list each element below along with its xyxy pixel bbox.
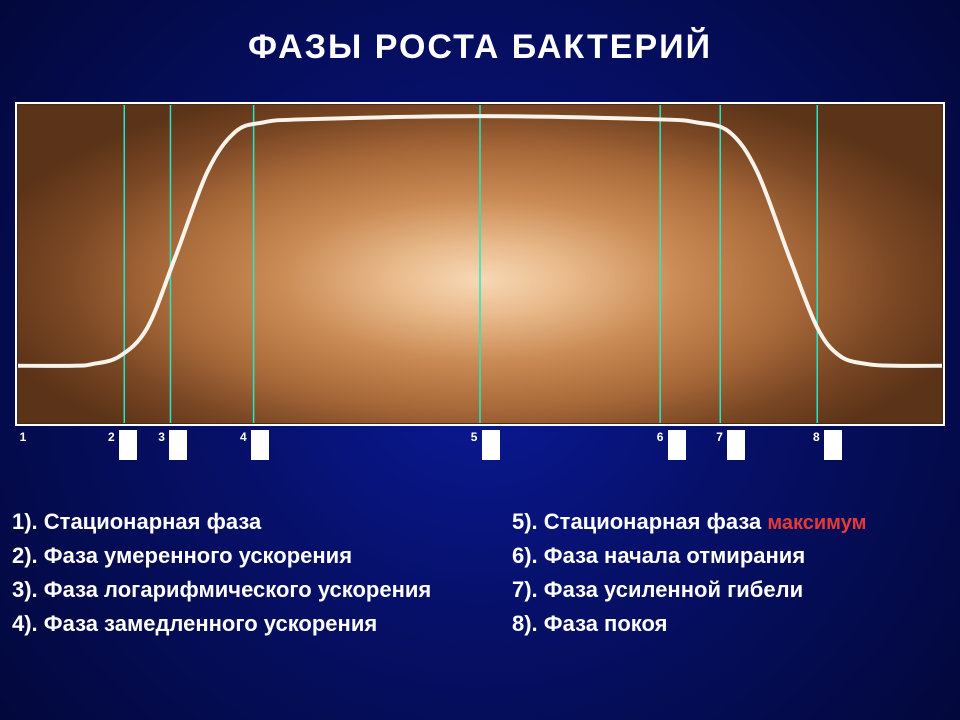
legend-item: 5). Стационарная фаза максимум [512,505,942,539]
axis-box [727,430,745,460]
legend: 1). Стационарная фаза2). Фаза умеренного… [12,505,952,641]
slide: ФАЗЫ РОСТА БАКТЕРИЙ 1 2 3 4 5 6 7 8 1). Стацион… [0,0,960,720]
axis-box [824,430,842,460]
axis-box [482,430,500,460]
legend-item: 2). Фаза умеренного ускорения [12,539,512,573]
legend-item: 6). Фаза начала отмирания [512,539,942,573]
axis-number: 8 [813,430,820,444]
legend-item: 1). Стационарная фаза [12,505,512,539]
legend-item: 8). Фаза покоя [512,607,942,641]
legend-left-col: 1). Стационарная фаза2). Фаза умеренного… [12,505,512,641]
axis-number: 4 [240,430,247,444]
legend-right-col: 5). Стационарная фаза максимум 6). Фаза … [512,505,942,641]
chart-plot-area [17,104,943,424]
axis-number: 5 [471,430,478,444]
axis-number: 3 [158,430,165,444]
axis-number: 6 [657,430,664,444]
growth-curve-svg [18,105,942,423]
legend-item: 4). Фаза замедленного ускорения [12,607,512,641]
axis-box [119,430,137,460]
phase-axis-marks: 1 2 3 4 5 6 7 8 [15,428,945,476]
axis-box [668,430,686,460]
axis-number: 2 [108,430,115,444]
chart-frame [15,102,945,426]
axis-number: 7 [716,430,723,444]
phase-dividers [124,105,817,423]
page-title: ФАЗЫ РОСТА БАКТЕРИЙ [0,28,960,67]
axis-box [251,430,269,460]
axis-box [169,430,187,460]
legend-item: 7). Фаза усиленной гибели [512,573,942,607]
axis-number: 1 [20,430,27,444]
legend-item: 3). Фаза логарифмического ускорения [12,573,512,607]
